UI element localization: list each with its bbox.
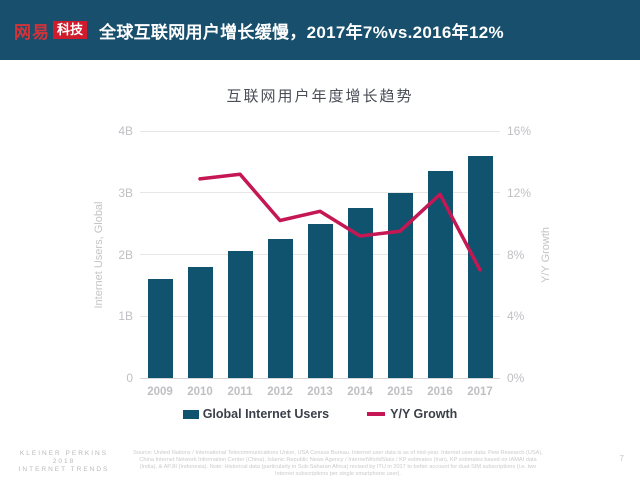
logo-badge-text: 科技	[53, 20, 88, 40]
bar-2015	[387, 192, 413, 378]
bar-2013	[307, 223, 333, 378]
right-axis-tick: 12%	[507, 185, 532, 200]
bar-2012	[267, 239, 293, 378]
x-axis-label: 2017	[467, 386, 493, 398]
page-number: 7	[619, 454, 624, 463]
x-axis-label: 2013	[307, 386, 333, 398]
legend-item-line: Y/Y Growth	[367, 407, 457, 421]
bar-2017	[467, 155, 493, 378]
x-axis-label: 2009	[147, 386, 173, 398]
left-axis-tick: 1B	[118, 309, 133, 324]
bar-2010	[187, 266, 213, 378]
right-axis-tick: 8%	[507, 247, 525, 262]
x-axis-label: 2015	[387, 386, 413, 398]
bar-2011	[227, 251, 253, 378]
logo-brand-text: 网易	[14, 22, 50, 42]
legend-label-bars: Global Internet Users	[202, 407, 330, 421]
gridline	[140, 130, 500, 132]
brand-line-3: INTERNET TRENDS	[18, 466, 110, 473]
x-axis-label: 2016	[427, 386, 453, 398]
right-axis-tick: 4%	[507, 309, 525, 324]
source-note: Source: United Nations / International T…	[133, 450, 543, 477]
x-axis-label: 2011	[227, 386, 253, 398]
x-axis-label: 2012	[267, 386, 293, 398]
bar-2016	[427, 171, 453, 378]
legend: Global Internet Users Y/Y Growth	[0, 407, 640, 421]
kleiner-perkins-brand: KLEINER PERKINS 2018 INTERNET TRENDS	[8, 450, 120, 474]
right-axis-tick: 0%	[507, 371, 525, 385]
bar-2009	[147, 279, 173, 378]
chart-title: 互联网用户年度增长趋势	[226, 88, 414, 105]
right-axis-title: Y/Y Growth	[540, 226, 552, 284]
bar-swatch-icon	[182, 409, 199, 419]
page-title: 全球互联网用户增长缓慢，2017年7%vs.2016年12%	[99, 22, 504, 42]
netease-tech-logo: 网易 科技	[14, 18, 88, 43]
left-axis-tick: 3B	[118, 185, 133, 200]
brand-line-2: 2018	[52, 458, 76, 465]
header: 网易 科技 全球互联网用户增长缓慢，2017年7%vs.2016年12%	[0, 0, 640, 60]
legend-item-bars: Global Internet Users	[182, 407, 330, 421]
gridline	[140, 377, 500, 379]
left-axis-tick: 2B	[118, 247, 133, 262]
left-axis-title: Internet Users, Global	[93, 201, 105, 309]
line-swatch-icon	[367, 412, 386, 416]
left-axis-tick: 4B	[118, 124, 133, 138]
brand-line-1: KLEINER PERKINS	[19, 450, 109, 457]
legend-label-line: Y/Y Growth	[390, 407, 458, 421]
x-axis-label: 2010	[187, 386, 213, 398]
x-axis-label: 2014	[347, 386, 373, 398]
right-axis-tick: 16%	[507, 124, 532, 138]
left-axis-tick: 0	[126, 371, 133, 385]
bar-2014	[347, 208, 373, 378]
